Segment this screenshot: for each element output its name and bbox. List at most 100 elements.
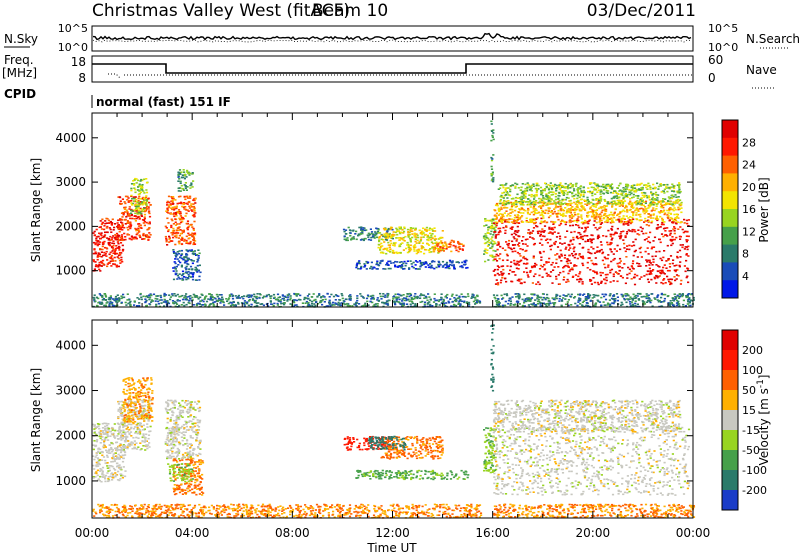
range-gate-cell xyxy=(187,271,190,273)
range-gate-cell xyxy=(532,210,535,213)
range-gate-cell xyxy=(174,268,177,270)
range-gate-cell xyxy=(572,215,575,218)
range-gate-cell xyxy=(550,194,553,196)
range-gate-cell xyxy=(326,292,329,295)
range-gate-cell xyxy=(117,254,121,257)
range-gate-cell xyxy=(489,219,492,222)
range-gate-cell xyxy=(374,303,377,305)
range-gate-cell xyxy=(182,258,185,261)
range-gate-cell xyxy=(632,193,635,196)
range-gate-cell xyxy=(552,191,555,193)
range-gate-cell xyxy=(431,237,434,239)
range-gate-cell xyxy=(171,234,174,236)
range-gate-cell xyxy=(640,256,643,258)
range-gate-cell xyxy=(121,239,124,242)
range-gate-cell xyxy=(637,229,640,231)
range-gate-cell xyxy=(567,208,570,210)
range-gate-cell xyxy=(670,230,673,232)
range-gate-cell xyxy=(120,256,123,259)
range-gate-cell xyxy=(435,304,438,306)
range-gate-cell xyxy=(574,213,577,216)
range-gate-cell xyxy=(532,206,535,209)
range-gate-cell xyxy=(136,189,140,191)
range-gate-cell xyxy=(630,211,633,213)
range-gate-cell xyxy=(416,239,419,242)
range-gate-cell xyxy=(660,271,664,273)
range-gate-cell xyxy=(120,301,123,304)
range-gate-cell xyxy=(292,300,295,302)
range-gate-cell xyxy=(588,182,592,184)
range-gate-cell xyxy=(178,202,181,204)
range-gate-cell xyxy=(127,234,131,236)
range-gate-cell xyxy=(408,300,411,303)
range-gate-cell xyxy=(443,304,446,306)
range-gate-cell xyxy=(604,282,607,285)
range-gate-cell xyxy=(242,302,245,305)
range-gate-cell xyxy=(589,201,592,204)
range-gate-cell xyxy=(399,266,403,268)
range-gate-cell xyxy=(185,249,188,251)
range-gate-cell xyxy=(613,212,616,215)
range-gate-cell xyxy=(287,296,290,298)
range-gate-cell xyxy=(613,232,617,235)
range-gate-cell xyxy=(93,298,96,300)
range-gate-cell xyxy=(192,229,195,231)
cpid-mode: normal (fast) 151 IF xyxy=(96,95,231,109)
range-gate-cell xyxy=(388,234,391,237)
range-gate-cell xyxy=(664,227,667,229)
range-gate-cell xyxy=(451,301,454,303)
range-gate-cell xyxy=(532,266,535,268)
range-gate-cell xyxy=(659,215,662,218)
range-gate-cell xyxy=(141,186,144,189)
range-gate-cell xyxy=(646,210,649,212)
range-gate-cell xyxy=(183,238,186,241)
range-gate-cell xyxy=(130,235,133,238)
range-gate-cell xyxy=(650,210,653,212)
range-gate-cell xyxy=(648,220,651,223)
range-gate-cell xyxy=(145,295,149,297)
range-gate-cell xyxy=(656,224,659,226)
range-gate-cell xyxy=(423,248,427,251)
range-gate-cell xyxy=(664,198,667,200)
range-gate-cell xyxy=(646,188,649,190)
range-gate-cell xyxy=(168,204,171,206)
range-gate-cell xyxy=(607,183,610,186)
range-gate-cell xyxy=(631,262,634,265)
range-gate-cell xyxy=(347,304,350,307)
range-gate-cell xyxy=(487,229,490,231)
range-gate-cell xyxy=(588,252,591,254)
range-gate-cell xyxy=(276,293,280,296)
range-gate-cell xyxy=(408,231,411,234)
range-gate-cell xyxy=(587,187,590,189)
range-gate-cell xyxy=(575,219,578,222)
range-gate-cell xyxy=(433,267,436,270)
range-gate-cell xyxy=(367,238,370,241)
range-gate-cell xyxy=(102,254,105,257)
range-gate-cell xyxy=(628,203,631,206)
range-gate-cell xyxy=(176,274,179,277)
range-gate-cell xyxy=(580,221,583,224)
range-gate-cell xyxy=(95,296,98,299)
range-gate-cell xyxy=(118,227,121,229)
range-gate-cell xyxy=(125,209,128,212)
range-gate-cell xyxy=(126,299,129,301)
range-gate-cell xyxy=(131,210,134,212)
range-gate-cell xyxy=(607,220,610,223)
range-gate-cell xyxy=(522,209,526,211)
range-gate-cell xyxy=(540,209,544,212)
range-gate-cell xyxy=(186,169,189,172)
range-gate-cell xyxy=(606,241,609,244)
range-gate-cell xyxy=(512,222,515,224)
range-gate-cell xyxy=(121,216,124,218)
range-gate-cell xyxy=(318,294,321,296)
range-gate-cell xyxy=(112,263,115,265)
range-gate-cell xyxy=(464,263,467,265)
range-gate-cell xyxy=(497,283,500,286)
range-gate-cell xyxy=(393,243,396,245)
range-gate-cell xyxy=(610,233,613,236)
range-gate-cell xyxy=(111,304,114,307)
range-gate-cell xyxy=(612,275,615,278)
range-gate-cell xyxy=(590,186,593,189)
range-gate-cell xyxy=(556,253,559,255)
